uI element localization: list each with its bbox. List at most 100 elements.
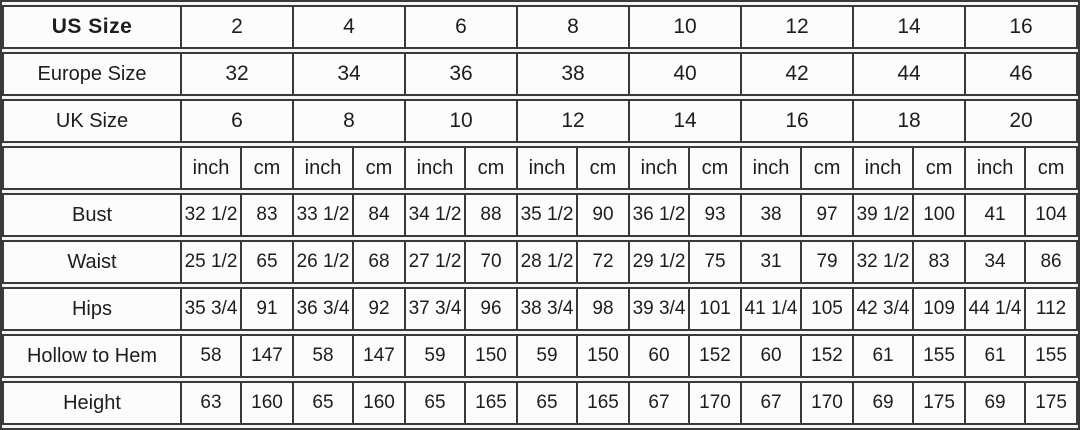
measurement-value-cell: 175 <box>914 381 967 425</box>
unit-cell-inch: inch <box>518 146 578 190</box>
unit-cell-cm: cm <box>1026 146 1079 190</box>
measurement-value-cell: 68 <box>354 240 406 284</box>
unit-cell-cm: cm <box>914 146 967 190</box>
size-value-cell: 2 <box>182 5 294 49</box>
measurement-value-cell: 92 <box>354 287 406 331</box>
measurement-value-cell: 96 <box>466 287 518 331</box>
measurement-row-hips: Hips 35 3/4 91 36 3/4 92 37 3/4 96 38 3/4 98 39 3… <box>2 287 1079 331</box>
measurement-value-cell: 170 <box>690 381 743 425</box>
measurement-value-cell: 31 <box>742 240 803 284</box>
measurement-value-cell: 36 3/4 <box>294 287 354 331</box>
size-value-cell: 16 <box>966 5 1079 49</box>
measurement-value-cell: 100 <box>914 193 967 237</box>
unit-cell-cm: cm <box>466 146 518 190</box>
unit-cell-cm: cm <box>242 146 294 190</box>
measurement-row-hollow-to-hem: Hollow to Hem 58 147 58 147 59 150 59 150 60 152 60… <box>2 334 1079 378</box>
row-label-europe-size: Europe Size <box>2 52 182 96</box>
measurement-value-cell: 90 <box>578 193 630 237</box>
measurement-value-cell: 79 <box>802 240 855 284</box>
measurement-value-cell: 39 1/2 <box>854 193 915 237</box>
measurement-value-cell: 58 <box>182 334 242 378</box>
row-label-height: Height <box>2 381 182 425</box>
size-chart-body: US Size 2 4 6 8 10 12 14 16 Europe Size 32 34 36 38 40… <box>2 5 1079 425</box>
measurement-value-cell: 109 <box>914 287 967 331</box>
size-value-cell: 40 <box>630 52 743 96</box>
unit-cell-cm: cm <box>802 146 855 190</box>
size-value-cell: 10 <box>630 5 743 49</box>
measurement-value-cell: 93 <box>690 193 743 237</box>
measurement-row-height: Height 63 160 65 160 65 165 65 165 67 170 67 170 69 17… <box>2 381 1079 425</box>
measurement-value-cell: 155 <box>1026 334 1079 378</box>
measurement-value-cell: 35 1/2 <box>518 193 578 237</box>
measurement-value-cell: 27 1/2 <box>406 240 466 284</box>
measurement-value-cell: 42 3/4 <box>854 287 915 331</box>
unit-cell-inch: inch <box>966 146 1027 190</box>
size-row-us-size: US Size 2 4 6 8 10 12 14 16 <box>2 5 1079 49</box>
measurement-value-cell: 160 <box>354 381 406 425</box>
size-value-cell: 44 <box>854 52 967 96</box>
measurement-value-cell: 32 1/2 <box>854 240 915 284</box>
measurement-value-cell: 152 <box>690 334 743 378</box>
unit-cell-inch: inch <box>742 146 803 190</box>
measurement-value-cell: 59 <box>518 334 578 378</box>
size-value-cell: 14 <box>854 5 967 49</box>
measurement-value-cell: 83 <box>914 240 967 284</box>
size-value-cell: 38 <box>518 52 630 96</box>
row-label-waist: Waist <box>2 240 182 284</box>
unit-cell-inch: inch <box>406 146 466 190</box>
measurement-value-cell: 34 1/2 <box>406 193 466 237</box>
measurement-value-cell: 101 <box>690 287 743 331</box>
size-value-cell: 14 <box>630 99 743 143</box>
measurement-value-cell: 150 <box>578 334 630 378</box>
measurement-row-waist: Waist 25 1/2 65 26 1/2 68 27 1/2 70 28 1/2 72 29 … <box>2 240 1079 284</box>
measurement-value-cell: 112 <box>1026 287 1079 331</box>
size-value-cell: 18 <box>854 99 967 143</box>
measurement-value-cell: 65 <box>518 381 578 425</box>
measurement-value-cell: 165 <box>578 381 630 425</box>
unit-cell-cm: cm <box>354 146 406 190</box>
measurement-value-cell: 104 <box>1026 193 1079 237</box>
measurement-value-cell: 67 <box>742 381 803 425</box>
size-value-cell: 46 <box>966 52 1079 96</box>
measurement-value-cell: 152 <box>802 334 855 378</box>
size-value-cell: 12 <box>742 5 855 49</box>
measurement-value-cell: 105 <box>802 287 855 331</box>
measurement-value-cell: 41 <box>966 193 1027 237</box>
measurement-value-cell: 65 <box>294 381 354 425</box>
measurement-value-cell: 36 1/2 <box>630 193 690 237</box>
measurement-value-cell: 98 <box>578 287 630 331</box>
unit-cell-inch: inch <box>182 146 242 190</box>
unit-cell-inch: inch <box>630 146 690 190</box>
size-value-cell: 12 <box>518 99 630 143</box>
measurement-value-cell: 150 <box>466 334 518 378</box>
measurement-value-cell: 34 <box>966 240 1027 284</box>
measurement-value-cell: 25 1/2 <box>182 240 242 284</box>
size-value-cell: 32 <box>182 52 294 96</box>
unit-cell-inch: inch <box>854 146 915 190</box>
measurement-value-cell: 160 <box>242 381 294 425</box>
measurement-value-cell: 147 <box>354 334 406 378</box>
unit-cell-inch: inch <box>294 146 354 190</box>
measurement-value-cell: 155 <box>914 334 967 378</box>
measurement-value-cell: 170 <box>802 381 855 425</box>
measurement-value-cell: 83 <box>242 193 294 237</box>
row-label-uk-size: UK Size <box>2 99 182 143</box>
measurement-value-cell: 88 <box>466 193 518 237</box>
measurement-value-cell: 37 3/4 <box>406 287 466 331</box>
measurement-value-cell: 59 <box>406 334 466 378</box>
measurement-value-cell: 86 <box>1026 240 1079 284</box>
row-label-bust: Bust <box>2 193 182 237</box>
measurement-value-cell: 28 1/2 <box>518 240 578 284</box>
measurement-value-cell: 61 <box>966 334 1027 378</box>
measurement-value-cell: 33 1/2 <box>294 193 354 237</box>
size-row-uk-size: UK Size 6 8 10 12 14 16 18 20 <box>2 99 1079 143</box>
size-value-cell: 10 <box>406 99 518 143</box>
measurement-value-cell: 97 <box>802 193 855 237</box>
measurement-value-cell: 63 <box>182 381 242 425</box>
measurement-value-cell: 32 1/2 <box>182 193 242 237</box>
size-value-cell: 36 <box>406 52 518 96</box>
measurement-value-cell: 91 <box>242 287 294 331</box>
measurement-value-cell: 39 3/4 <box>630 287 690 331</box>
size-value-cell: 42 <box>742 52 855 96</box>
measurement-value-cell: 58 <box>294 334 354 378</box>
